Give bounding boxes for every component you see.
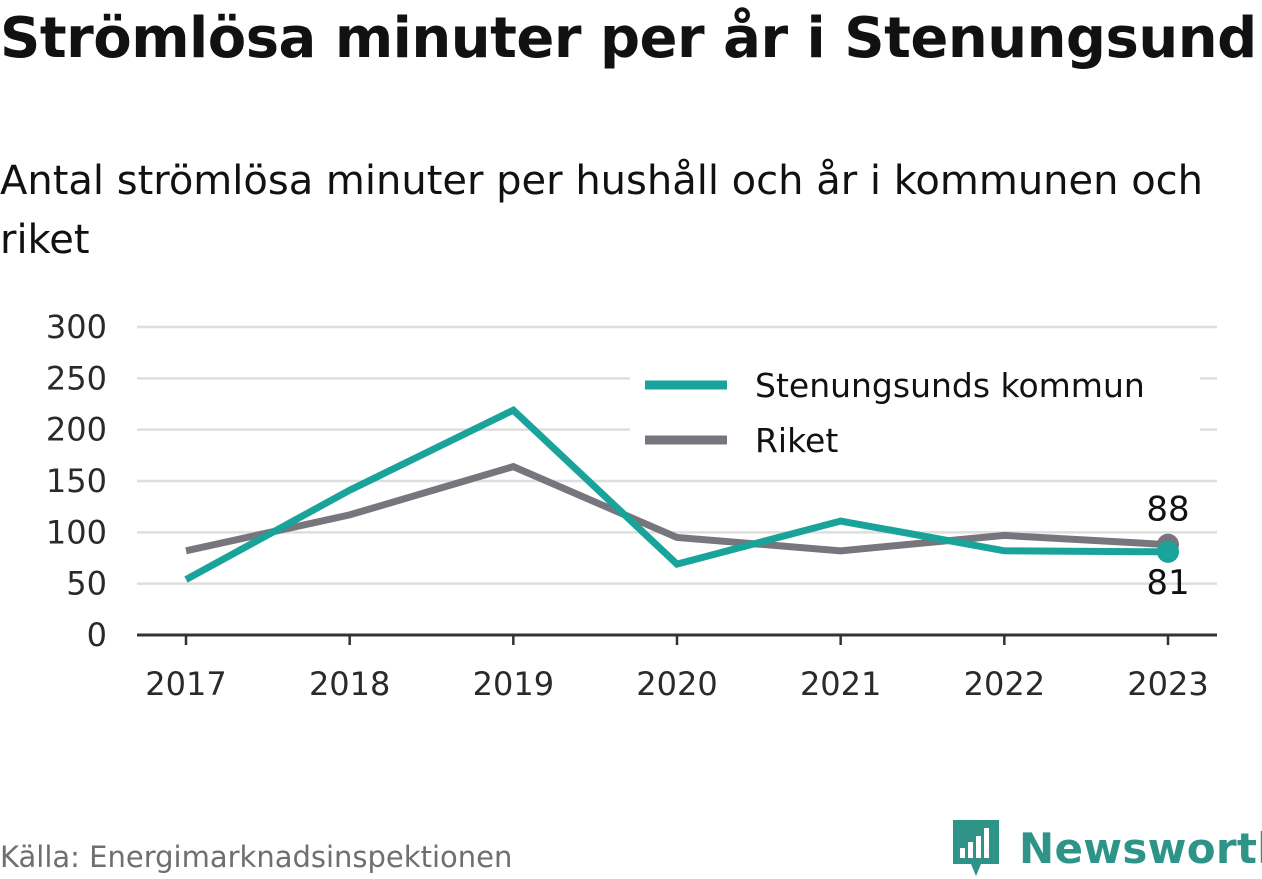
- x-tick-label: 2017: [145, 665, 226, 703]
- series-lines: [184, 405, 1179, 583]
- legend: Stenungsunds kommun Riket: [630, 358, 1200, 470]
- y-tick-label: 250: [46, 359, 107, 397]
- chart-title: Strömlösa minuter per år i Stenungsund: [0, 6, 1257, 71]
- y-tick-label: 300: [46, 308, 107, 346]
- newsworthy-logo: Newsworthy: [951, 818, 1262, 878]
- end-label-riket: 88: [1146, 490, 1189, 530]
- end-point-kommun: [1157, 540, 1179, 563]
- y-tick-label: 150: [46, 462, 107, 500]
- legend-label: Riket: [755, 421, 838, 460]
- series-line-kommun: [184, 405, 1169, 583]
- x-tick-label: 2022: [964, 665, 1045, 703]
- end-label-kommun: 81: [1146, 563, 1189, 603]
- chart-subtitle: Antal strömlösa minuter per hushåll och …: [0, 158, 1204, 263]
- y-tick-label: 50: [66, 565, 107, 603]
- x-tick-label: 2023: [1127, 665, 1208, 703]
- x-tick-label: 2020: [636, 665, 717, 703]
- brand-name: Newsworthy: [1019, 823, 1262, 873]
- source-note: Källa: Energimarknadsinspektionen: [0, 840, 513, 874]
- newsworthy-logo-icon: [953, 820, 999, 876]
- x-tick-label: 2021: [800, 665, 881, 703]
- y-axis-ticks: 0 50 100 150 200 250 300: [46, 308, 107, 654]
- x-axis-ticks: 2017 2018 2019 2020 2021 2022 2023: [137, 633, 1217, 703]
- legend-label: Stenungsunds kommun: [755, 366, 1145, 405]
- y-tick-label: 200: [46, 411, 107, 449]
- y-tick-label: 100: [46, 513, 107, 551]
- end-labels: 81 88: [1146, 490, 1189, 603]
- x-tick-label: 2019: [473, 665, 554, 703]
- x-tick-label: 2018: [309, 665, 390, 703]
- y-tick-label: 0: [87, 616, 107, 654]
- legend-background: [630, 358, 1200, 470]
- series-line-riket: [185, 462, 1169, 555]
